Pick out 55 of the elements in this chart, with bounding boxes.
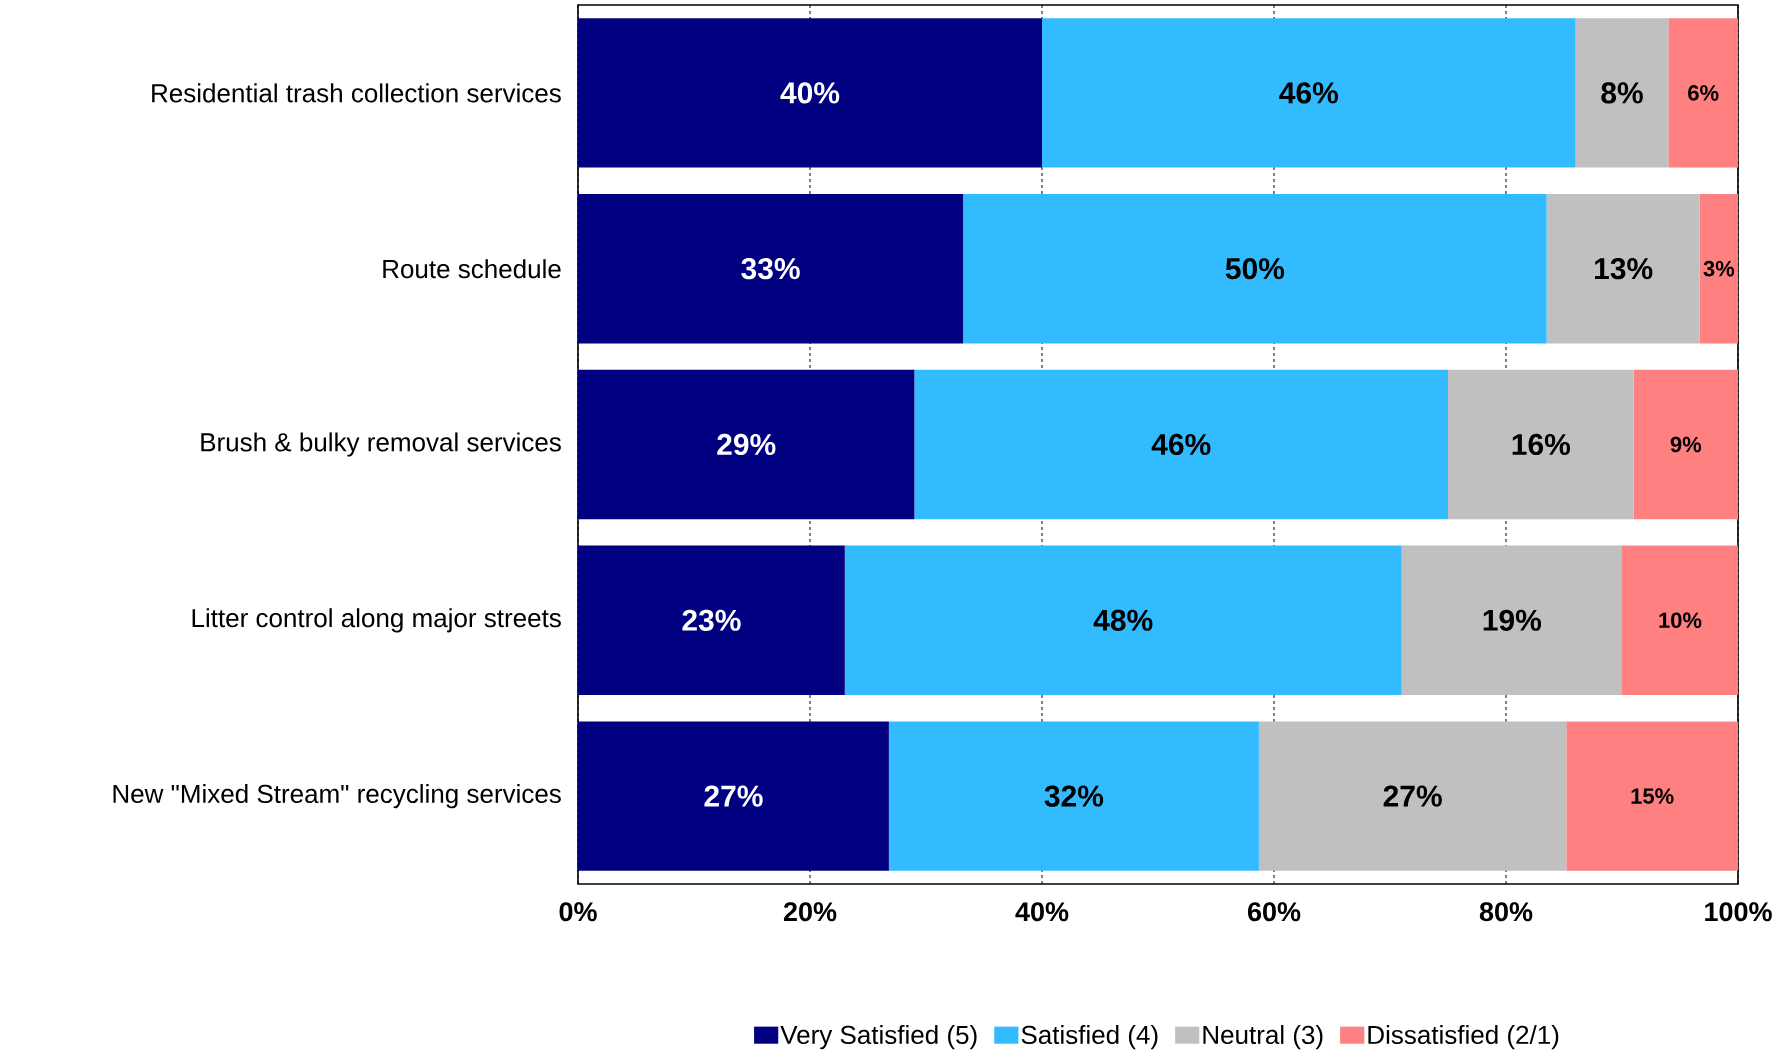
- x-tick-label: 80%: [1479, 902, 1533, 922]
- x-tick-label: 60%: [1247, 902, 1301, 922]
- bar: [1633, 369, 1738, 520]
- bar: [1042, 18, 1576, 168]
- bar: [914, 369, 1448, 520]
- data-label: 16%: [1512, 433, 1571, 456]
- data-label: 40%: [780, 82, 840, 104]
- data-label: 50%: [1225, 258, 1285, 280]
- bar: [578, 369, 915, 520]
- data-label: 29%: [717, 433, 776, 456]
- data-label: 13%: [1595, 258, 1653, 280]
- data-label: 46%: [1279, 82, 1339, 104]
- data-label: 10%: [1659, 612, 1702, 629]
- data-label: 32%: [1044, 785, 1104, 807]
- data-label: 27%: [1383, 785, 1442, 807]
- x-tick-label: 20%: [783, 902, 837, 922]
- data-label: 33%: [741, 258, 800, 280]
- bar: [1448, 369, 1634, 520]
- bar: [578, 193, 964, 344]
- data-label: 27%: [704, 785, 763, 807]
- x-tick-label: 0%: [559, 902, 597, 922]
- legend-label: Satisfied (4): [1021, 1025, 1158, 1050]
- y-tick-label: Brush & bulky removal services: [201, 432, 561, 457]
- legend-label: Very Satisfied (5): [780, 1025, 977, 1050]
- y-tick-label: Litter control along major streets: [192, 608, 561, 633]
- data-label: 15%: [1631, 788, 1674, 804]
- bar: [844, 545, 1402, 696]
- y-tick-label: Route schedule: [383, 259, 561, 279]
- data-label: 3%: [1703, 260, 1735, 277]
- data-label: 8%: [1601, 82, 1643, 104]
- bar: [578, 545, 845, 696]
- bar: [1258, 721, 1567, 871]
- x-tick-label: 40%: [1015, 902, 1069, 922]
- bar: [888, 721, 1259, 871]
- bar: [1546, 193, 1700, 344]
- bar: [1699, 193, 1738, 344]
- x-tick-label: 100%: [1705, 902, 1772, 922]
- bar: [963, 193, 1547, 344]
- data-label: 48%: [1093, 609, 1153, 631]
- bar: [1668, 18, 1738, 168]
- data-label: 19%: [1483, 609, 1542, 631]
- bar: [578, 721, 889, 871]
- data-label: 23%: [682, 609, 741, 631]
- legend-label: Dissatisfied (2/1): [1368, 1025, 1559, 1050]
- y-tick-label: New "Mixed Stream" recycling services: [113, 783, 561, 809]
- data-label: 6%: [1688, 85, 1719, 101]
- data-label: 46%: [1151, 433, 1211, 456]
- data-label: 9%: [1670, 436, 1702, 453]
- bar: [1575, 18, 1669, 168]
- bar: [578, 18, 1042, 168]
- bar: [1622, 545, 1738, 696]
- legend-label: Neutral (3): [1203, 1025, 1323, 1050]
- y-tick-label: Residential trash collection services: [152, 83, 561, 103]
- bar: [1566, 721, 1738, 871]
- bar: [1401, 545, 1622, 696]
